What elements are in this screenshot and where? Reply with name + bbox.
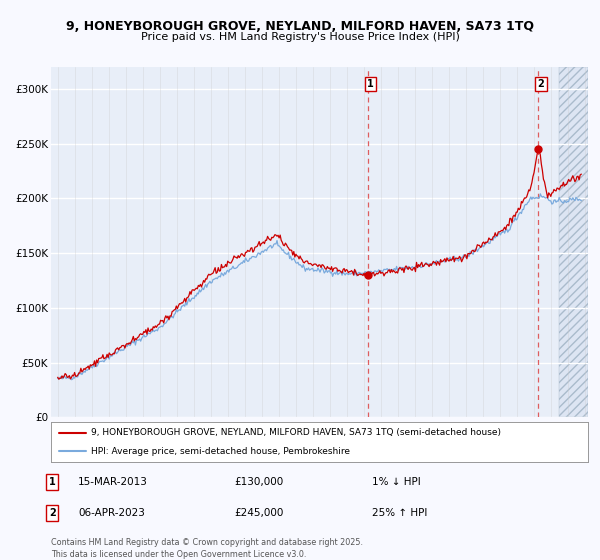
Text: 1% ↓ HPI: 1% ↓ HPI xyxy=(372,477,421,487)
Text: 25% ↑ HPI: 25% ↑ HPI xyxy=(372,508,427,518)
Text: 9, HONEYBOROUGH GROVE, NEYLAND, MILFORD HAVEN, SA73 1TQ (semi-detached house): 9, HONEYBOROUGH GROVE, NEYLAND, MILFORD … xyxy=(91,428,501,437)
Text: Price paid vs. HM Land Registry's House Price Index (HPI): Price paid vs. HM Land Registry's House … xyxy=(140,32,460,42)
Text: £245,000: £245,000 xyxy=(234,508,283,518)
Text: 1: 1 xyxy=(49,477,56,487)
Text: 2: 2 xyxy=(538,79,544,89)
Text: 2: 2 xyxy=(49,508,56,518)
Text: 1: 1 xyxy=(367,79,374,89)
Text: HPI: Average price, semi-detached house, Pembrokeshire: HPI: Average price, semi-detached house,… xyxy=(91,447,350,456)
Text: 15-MAR-2013: 15-MAR-2013 xyxy=(78,477,148,487)
Text: £130,000: £130,000 xyxy=(234,477,283,487)
Text: 9, HONEYBOROUGH GROVE, NEYLAND, MILFORD HAVEN, SA73 1TQ: 9, HONEYBOROUGH GROVE, NEYLAND, MILFORD … xyxy=(66,20,534,32)
Bar xyxy=(559,67,588,417)
Text: 06-APR-2023: 06-APR-2023 xyxy=(78,508,145,518)
Text: Contains HM Land Registry data © Crown copyright and database right 2025.
This d: Contains HM Land Registry data © Crown c… xyxy=(51,538,363,559)
